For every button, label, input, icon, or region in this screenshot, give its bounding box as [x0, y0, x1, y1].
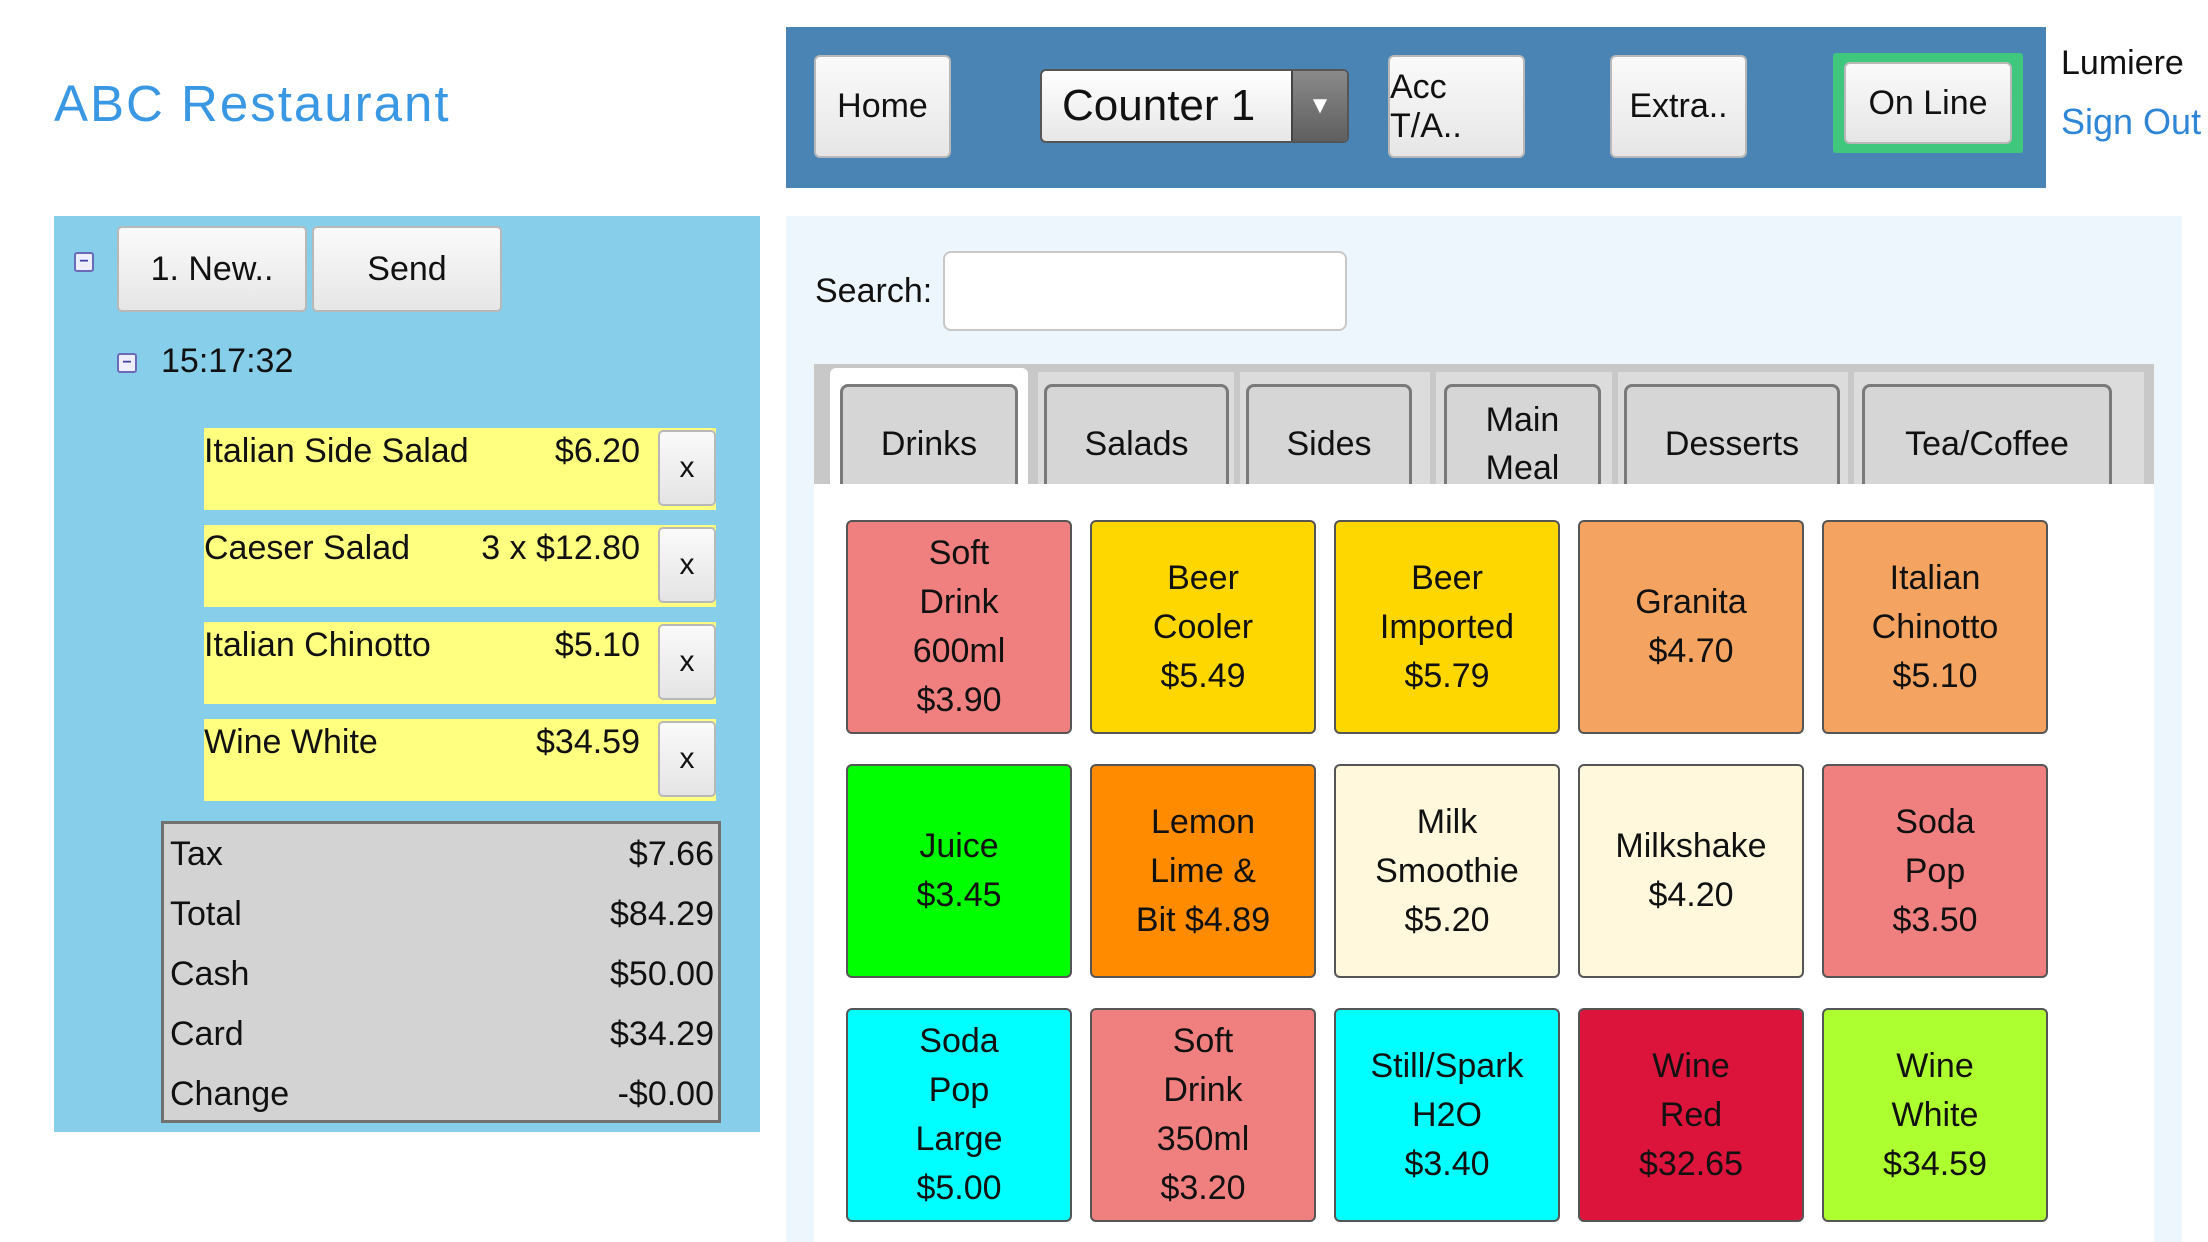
menu-item[interactable]: Lemon Lime & Bit $4.89	[1090, 764, 1316, 978]
remove-item-button[interactable]: x	[658, 624, 716, 700]
order-item[interactable]: Caeser Salad 3 x $12.80 x	[204, 525, 716, 607]
menu-item[interactable]: Granita $4.70	[1578, 520, 1804, 734]
menu-panel: Search: Drinks Salads Sides Main Meal De…	[786, 216, 2182, 1242]
tab-desserts[interactable]: Desserts	[1624, 384, 1840, 503]
acc-ta-button[interactable]: Acc T/A..	[1388, 55, 1525, 158]
menu-item[interactable]: Juice $3.45	[846, 764, 1072, 978]
menu-item[interactable]: Milk Smoothie $5.20	[1334, 764, 1560, 978]
menu-item[interactable]: Beer Imported $5.79	[1334, 520, 1560, 734]
totals-value: $50.00	[610, 954, 714, 993]
order-item-name: Caeser Salad	[204, 529, 411, 567]
home-button[interactable]: Home	[814, 55, 951, 158]
menu-item[interactable]: Wine White $34.59	[1822, 1008, 2048, 1222]
menu-items-grid: Soft Drink 600ml $3.90 Beer Cooler $5.49…	[814, 484, 2154, 1242]
order-item-price: $5.10	[554, 626, 640, 664]
totals-label: Card	[170, 1014, 244, 1053]
remove-item-button[interactable]: x	[658, 527, 716, 603]
tab-tea-coffee[interactable]: Tea/Coffee	[1862, 384, 2112, 503]
totals-row-total: Total $84.29	[170, 884, 714, 944]
totals-value: $84.29	[610, 894, 714, 933]
order-item-price: $34.59	[536, 723, 640, 761]
menu-item[interactable]: Italian Chinotto $5.10	[1822, 520, 2048, 734]
order-totals: Tax $7.66 Total $84.29 Cash $50.00 Card …	[161, 821, 721, 1123]
totals-row-tax: Tax $7.66	[170, 824, 714, 884]
sign-out-link[interactable]: Sign Out	[2061, 101, 2202, 142]
remove-item-button[interactable]: x	[658, 721, 716, 797]
online-button[interactable]: On Line	[1844, 62, 2012, 144]
totals-label: Change	[170, 1074, 290, 1113]
new-order-button[interactable]: 1. New..	[117, 226, 307, 312]
top-toolbar: Home Counter 1 ▼ Acc T/A.. Extra.. On Li…	[786, 27, 2046, 188]
menu-item[interactable]: Soda Pop Large $5.00	[846, 1008, 1072, 1222]
order-item[interactable]: Italian Side Salad $6.20 x	[204, 428, 716, 510]
order-time: 15:17:32	[161, 342, 294, 380]
menu-item[interactable]: Wine Red $32.65	[1578, 1008, 1804, 1222]
totals-row-card: Card $34.29	[170, 1004, 714, 1064]
menu-item[interactable]: Still/Spark H2O $3.40	[1334, 1008, 1560, 1222]
order-item-name: Italian Side Salad	[204, 432, 469, 470]
extra-button[interactable]: Extra..	[1610, 55, 1747, 158]
menu-item[interactable]: Beer Cooler $5.49	[1090, 520, 1316, 734]
order-item-price: $6.20	[554, 432, 640, 470]
online-status-indicator: On Line	[1833, 53, 2023, 153]
totals-row-change: Change -$0.00	[170, 1064, 714, 1124]
counter-select-value: Counter 1	[1062, 81, 1256, 130]
collapse-order-icon[interactable]: −	[74, 252, 94, 272]
user-name: Lumiere	[2061, 44, 2184, 82]
collapse-round-icon[interactable]: −	[117, 353, 137, 373]
menu-item[interactable]: Soda Pop $3.50	[1822, 764, 2048, 978]
remove-item-button[interactable]: x	[658, 430, 716, 506]
totals-value: -$0.00	[617, 1074, 714, 1113]
totals-value: $7.66	[628, 834, 714, 873]
order-item[interactable]: Wine White $34.59 x	[204, 719, 716, 801]
menu-item[interactable]: Soft Drink 600ml $3.90	[846, 520, 1072, 734]
search-label: Search:	[815, 272, 933, 310]
menu-item[interactable]: Milkshake $4.20	[1578, 764, 1804, 978]
tab-main-meal[interactable]: Main Meal	[1444, 384, 1601, 503]
counter-select[interactable]: Counter 1 ▼	[1040, 69, 1349, 143]
totals-label: Tax	[170, 834, 223, 873]
app-title: ABC Restaurant	[54, 75, 451, 132]
tab-salads[interactable]: Salads	[1044, 384, 1229, 503]
category-tabs: Drinks Salads Sides Main Meal Desserts T…	[814, 364, 2154, 503]
menu-item[interactable]: Soft Drink 350ml $3.20	[1090, 1008, 1316, 1222]
totals-label: Cash	[170, 954, 250, 993]
totals-value: $34.29	[610, 1014, 714, 1053]
search-input[interactable]	[943, 251, 1347, 331]
order-item[interactable]: Italian Chinotto $5.10 x	[204, 622, 716, 704]
totals-row-cash: Cash $50.00	[170, 944, 714, 1004]
order-item-price: 3 x $12.80	[481, 529, 640, 567]
totals-label: Total	[170, 894, 242, 933]
order-item-name: Italian Chinotto	[204, 626, 431, 664]
send-order-button[interactable]: Send	[312, 226, 502, 312]
chevron-down-icon[interactable]: ▼	[1291, 71, 1347, 141]
order-panel: − 1. New.. Send − 15:17:32 Italian Side …	[54, 216, 760, 1132]
order-item-name: Wine White	[204, 723, 378, 761]
